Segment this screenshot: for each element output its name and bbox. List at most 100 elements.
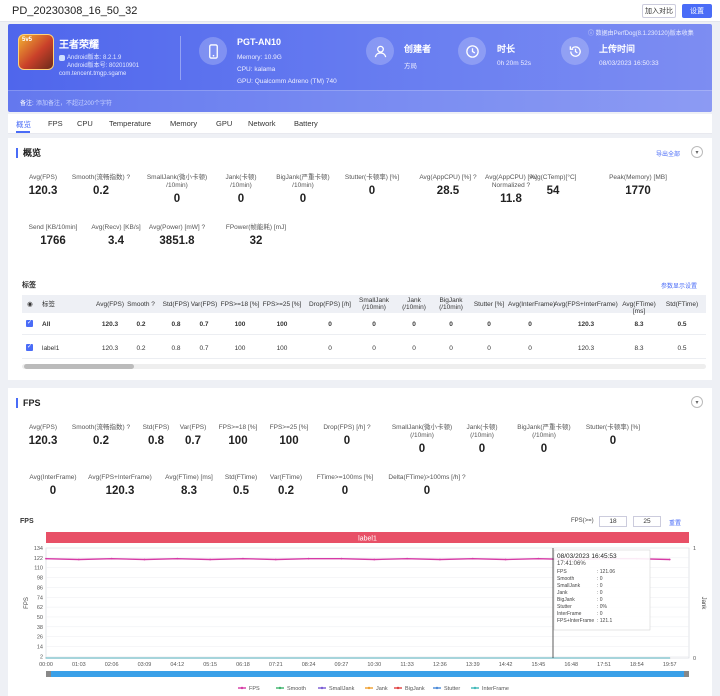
tab-7[interactable]: Battery	[294, 119, 318, 128]
settings-button[interactable]: 设置	[682, 4, 712, 18]
column-header: Avg(InterFrame)	[508, 301, 556, 308]
legend-item-Smooth[interactable]: Smooth	[276, 686, 306, 692]
zoom-handle-right[interactable]	[684, 671, 689, 677]
metric-value: 0	[478, 443, 486, 455]
tooltip-time: 08/03/2023 16:45:53	[557, 553, 617, 560]
row-checkbox[interactable]: ✓	[26, 344, 33, 351]
metric-value: 28.5	[436, 185, 460, 197]
collapse-fps-button[interactable]: ▾	[691, 396, 703, 408]
x-tick-label: 11:33	[400, 662, 413, 668]
tab-6[interactable]: Network	[248, 119, 276, 128]
fps-metric: BigJank(严重卡顿) (/10min) 0	[504, 424, 584, 455]
legend-item-Stutter[interactable]: Stutter	[433, 686, 460, 692]
data-point	[77, 558, 80, 561]
metric-label: Stutter(卡顿率) [%]	[344, 174, 400, 181]
svg-text:BigJank: BigJank	[405, 686, 425, 692]
tooltip-value: : 0	[597, 590, 603, 596]
table-cell: 100	[276, 345, 288, 352]
svg-text:Jank: Jank	[376, 686, 388, 692]
table-cell: 0.7	[199, 321, 209, 328]
table-header: ◉ 标签 Avg(FPS) Smooth ? Std(FPS) Var(FPS) FPS>=…	[22, 295, 706, 315]
y2-tick-label: 0	[693, 656, 696, 662]
metric-value: 8.3	[181, 485, 197, 497]
metric-label: FPS>=25 [%]	[269, 424, 309, 431]
tooltip-value: : 121.1	[597, 618, 613, 624]
tab-2[interactable]: CPU	[77, 119, 93, 128]
add-compare-button[interactable]: 加入对比	[642, 4, 676, 18]
metric-value: 0	[343, 435, 351, 447]
fps-threshold-b-input[interactable]: 25	[633, 516, 661, 527]
data-point	[472, 657, 474, 659]
legend-item-BigJank[interactable]: BigJank	[394, 686, 425, 692]
tab-1[interactable]: FPS	[48, 119, 63, 128]
session-banner: 5v5 王者荣耀 Android版本: 8.2.1.9 Android版本号: …	[8, 24, 712, 112]
table-scrollbar[interactable]	[22, 364, 706, 369]
zoom-handle-left[interactable]	[46, 671, 51, 677]
table-cell: 0	[328, 345, 332, 352]
chart-title: FPS	[20, 518, 34, 525]
table-cell: 0	[487, 345, 491, 352]
row-checkbox[interactable]: ✓	[26, 320, 33, 327]
svg-text:Smooth: Smooth	[287, 686, 306, 692]
x-tick-label: 10:30	[367, 662, 381, 668]
legend-item-FPS[interactable]: FPS	[238, 686, 260, 692]
data-point	[242, 657, 244, 659]
x-tick-label: 08:24	[302, 662, 316, 668]
metric-label: FTime>=100ms [%]	[316, 474, 374, 481]
metric-label: Avg(AppCPU) [%] ?	[419, 174, 477, 181]
data-point	[668, 558, 671, 561]
collapse-overview-button[interactable]: ▾	[691, 146, 703, 158]
table-cell: 0.2	[136, 345, 146, 352]
metric-label: Smooth(流畅指数) ?	[71, 424, 131, 431]
column-header: SmallJank (/10min)	[359, 297, 389, 312]
tab-0[interactable]: 概览	[16, 120, 31, 129]
export-all-link[interactable]: 导出全部	[656, 152, 681, 158]
data-point	[373, 558, 376, 561]
table-row[interactable]: ✓ label1 120.3 0.2 0.8 0.7 100 100 0 0 0 0 0 0 120.3 8.…	[22, 337, 706, 359]
metric-value: 32	[249, 235, 263, 247]
fps-threshold-a-input[interactable]: 18	[599, 516, 627, 527]
metric-label: BigJank(严重卡顿) /10min)	[276, 174, 330, 189]
legend-item-Jank[interactable]: Jank	[365, 686, 388, 692]
fps-chart[interactable]: label1 134 122 110 98 86 74 62 50 38 26 14 2 1 0 FPS Jan…	[8, 528, 712, 696]
y-tick-label: 38	[37, 625, 43, 631]
x-tick-label: 06:18	[236, 662, 250, 668]
display-settings-link[interactable]: 参数显示设置	[661, 284, 698, 290]
legend-item-InterFrame[interactable]: InterFrame	[471, 686, 509, 692]
metric-label: Avg(FPS)	[28, 174, 58, 181]
column-header: Avg(FPS)	[96, 301, 125, 308]
table-row[interactable]: ✓ All 120.3 0.2 0.8 0.7 100 100 0 0 0 0 0 0 120.3 8.3 0.…	[22, 313, 706, 335]
metric-value: 0	[341, 485, 349, 497]
tab-3[interactable]: Temperature	[109, 119, 152, 128]
duration-value: 0h 20m 52s	[497, 60, 531, 67]
metric-label: Avg(InterFrame)	[29, 474, 77, 481]
table-cell: 0	[528, 345, 532, 352]
overview-metric: Avg(Recv) [KB/s] 3.4	[76, 224, 156, 247]
metric-label: Smooth(流畅指数) ?	[71, 174, 131, 181]
metric-label: SmallJank(微小卡顿) /10min)	[146, 174, 208, 189]
note-input[interactable]: 添加备注，不超过200个字符	[36, 101, 113, 107]
tab-4[interactable]: Memory	[170, 119, 198, 128]
tab-5[interactable]: GPU	[216, 119, 233, 128]
x-tick-label: 09:27	[335, 662, 349, 668]
tab-bar: 概览 FPS CPU Temperature Memory GPU Network Batte…	[8, 114, 712, 134]
data-point	[143, 558, 146, 561]
eye-icon[interactable]: ◉	[27, 301, 33, 308]
fps-metric: FTime>=100ms [%] 0	[305, 474, 385, 497]
y-tick-label: 62	[37, 605, 43, 611]
tooltip-value: : 0	[597, 576, 603, 582]
metric-value: 0	[237, 193, 245, 205]
table-cell: 100	[234, 345, 246, 352]
label-band[interactable]	[46, 532, 689, 543]
table-cell: 0.2	[136, 321, 146, 328]
legend-item-SmallJank[interactable]: SmallJank	[318, 686, 355, 692]
fps-card: FPS ▾ Avg(FPS) 120.3 Smooth(流畅指数) ? 0.2 Std(…	[8, 388, 712, 696]
tooltip-key: FPS+InterFrame	[557, 618, 594, 624]
reset-link[interactable]: 重置	[669, 521, 682, 527]
scrollbar-thumb[interactable]	[24, 364, 134, 369]
data-point	[111, 657, 113, 659]
zoom-slider[interactable]	[46, 671, 689, 677]
data-point	[471, 557, 474, 560]
column-header: FPS>=18 [%]	[220, 301, 260, 308]
tooltip-value: : 121.06	[597, 569, 615, 575]
